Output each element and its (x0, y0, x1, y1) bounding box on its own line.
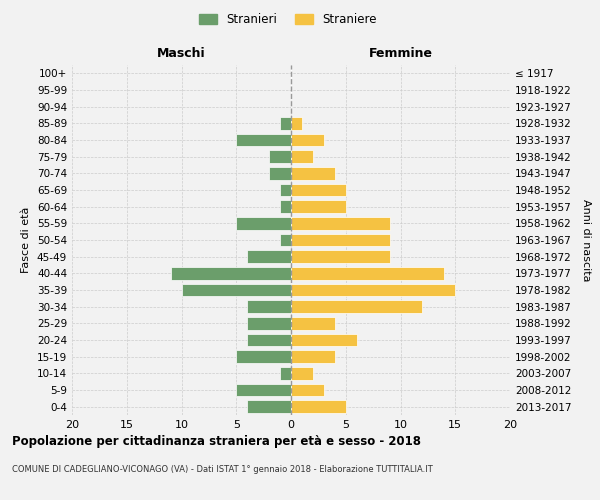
Text: COMUNE DI CADEGLIANO-VICONAGO (VA) - Dati ISTAT 1° gennaio 2018 - Elaborazione T: COMUNE DI CADEGLIANO-VICONAGO (VA) - Dat… (12, 465, 433, 474)
Bar (247, 300, 291, 313)
Bar (170, 267, 291, 280)
Bar (280, 117, 291, 130)
Bar (291, 250, 389, 263)
Bar (291, 184, 346, 196)
Bar (247, 334, 291, 346)
Y-axis label: Anni di nascita: Anni di nascita (581, 198, 591, 281)
Bar (291, 317, 335, 330)
Bar (247, 317, 291, 330)
Bar (247, 250, 291, 263)
Bar (236, 350, 291, 363)
Bar (291, 134, 324, 146)
Bar (291, 400, 346, 413)
Bar (291, 200, 346, 213)
Bar (181, 284, 291, 296)
Bar (247, 400, 291, 413)
Bar (291, 350, 335, 363)
Legend: Stranieri, Straniere: Stranieri, Straniere (194, 8, 382, 31)
Bar (269, 167, 291, 179)
Bar (291, 217, 389, 230)
Bar (291, 367, 313, 380)
Bar (291, 167, 335, 179)
Bar (291, 284, 455, 296)
Bar (236, 217, 291, 230)
Bar (236, 134, 291, 146)
Bar (291, 117, 302, 130)
Bar (291, 267, 445, 280)
Bar (280, 367, 291, 380)
Bar (280, 234, 291, 246)
Bar (291, 384, 324, 396)
Bar (291, 234, 389, 246)
Bar (291, 150, 313, 163)
Bar (291, 334, 357, 346)
Bar (236, 384, 291, 396)
Bar (280, 184, 291, 196)
Bar (269, 150, 291, 163)
Text: Popolazione per cittadinanza straniera per età e sesso - 2018: Popolazione per cittadinanza straniera p… (12, 435, 421, 448)
Bar (291, 300, 422, 313)
Y-axis label: Fasce di età: Fasce di età (22, 207, 31, 273)
Bar (280, 200, 291, 213)
